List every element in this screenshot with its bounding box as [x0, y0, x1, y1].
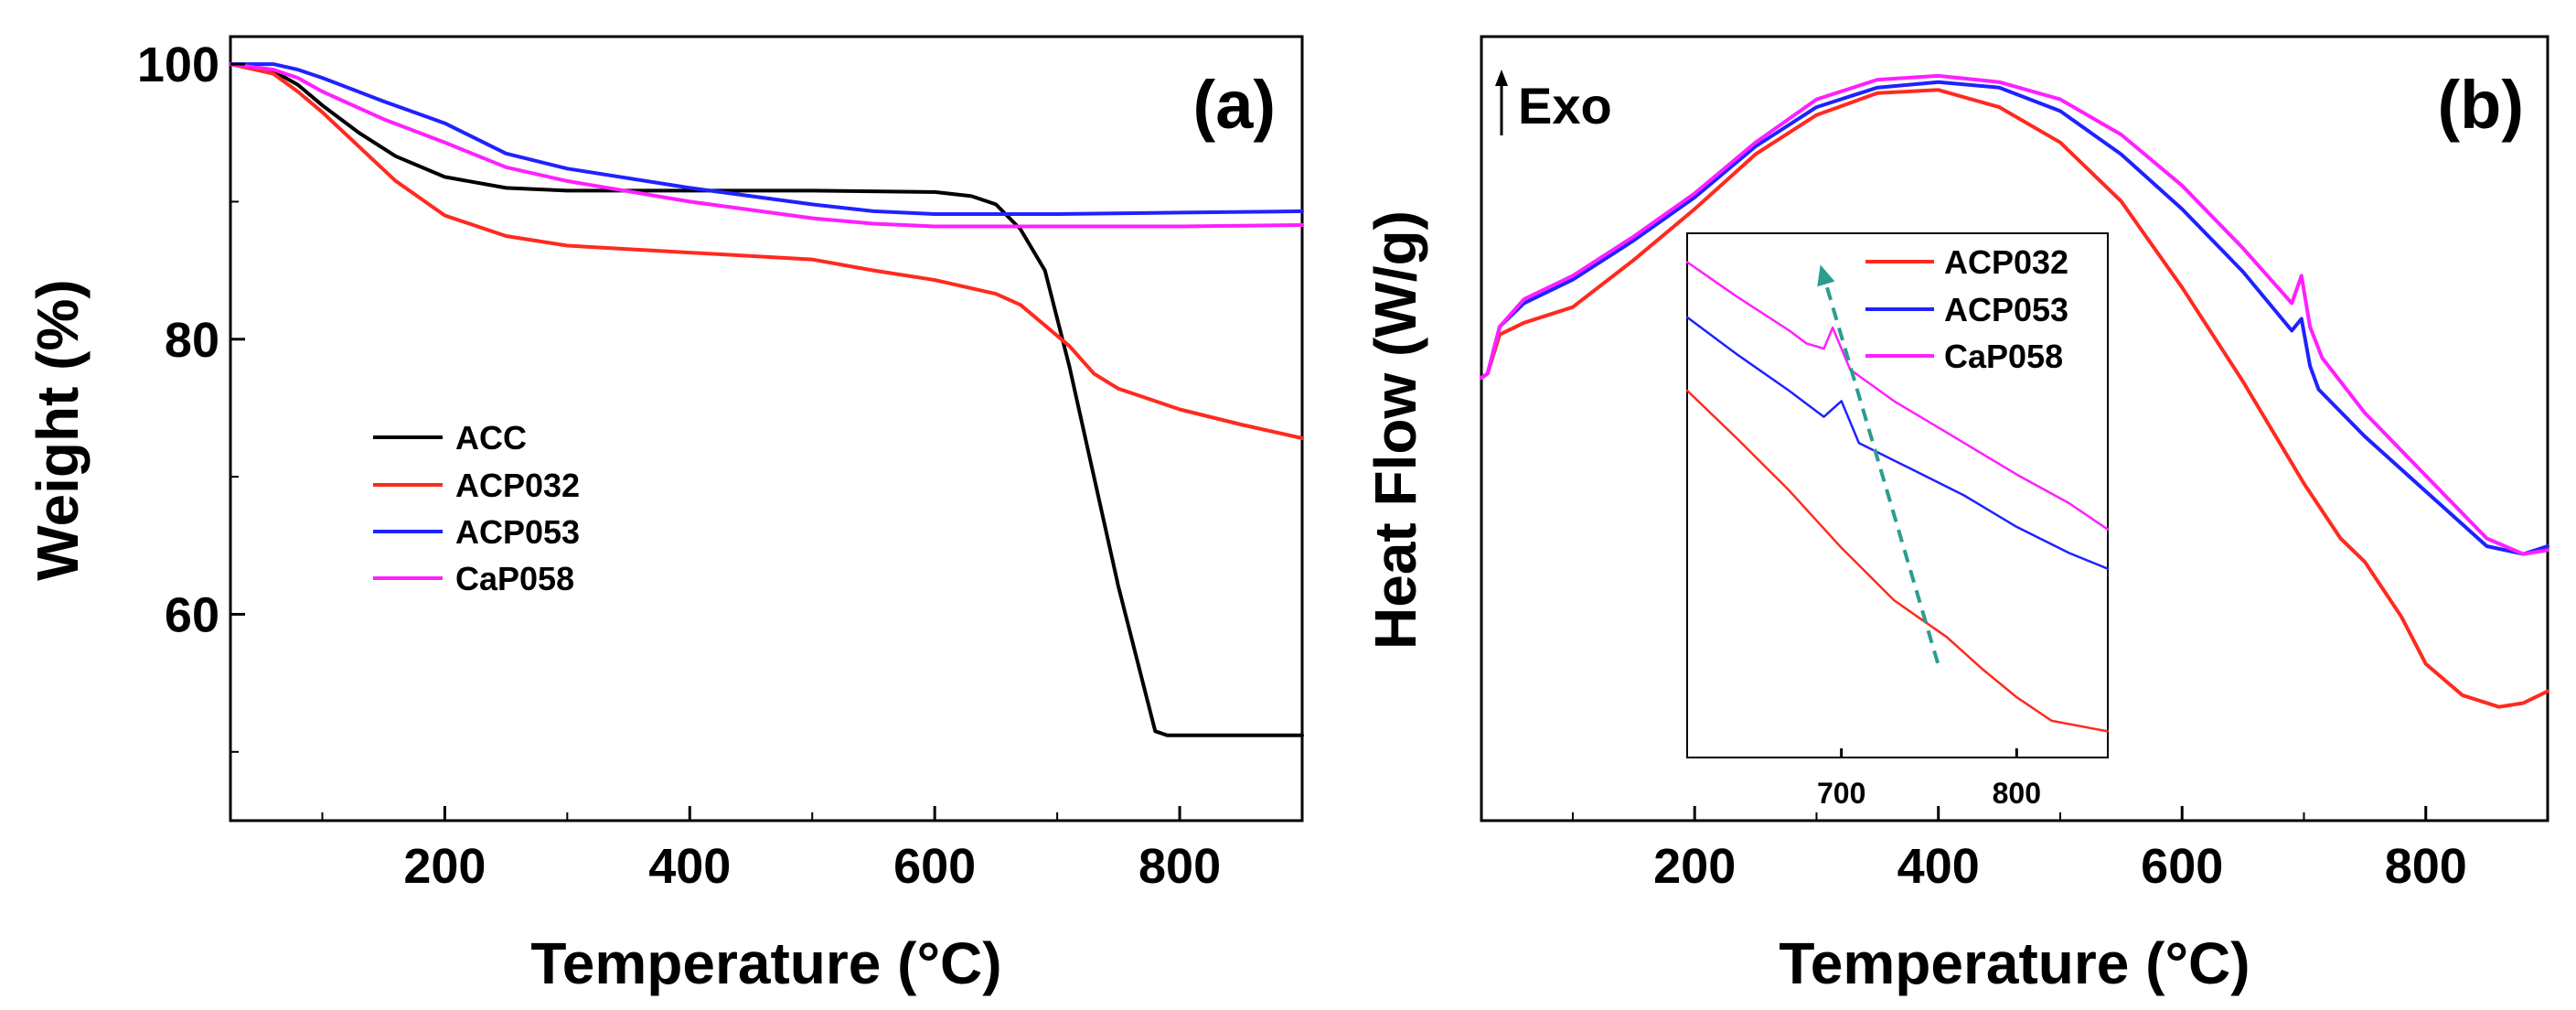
panel-b-x-tick-label: 200 [1653, 839, 1736, 894]
panel-a-y-axis-title: Weight (%) [25, 279, 91, 580]
inset-series-lines [1685, 261, 2110, 733]
panel-a-weight-chart: 200 400 600 800 60 80 100 (a) Temperature (°C)… [25, 35, 1304, 996]
panel-b-x-tick-label: 800 [2385, 839, 2467, 894]
panel-b-label: (b) [2438, 67, 2525, 143]
panel-a-x-tick-label: 600 [893, 839, 976, 894]
panel-b-series-cap058 [1480, 73, 2549, 556]
panel-a-y-tick-label: 60 [165, 587, 219, 642]
panel-a-plot-frame [229, 35, 1304, 822]
inset-tick-labels: 700 800 [1817, 777, 2041, 810]
panel-a-legend: ACC ACP032 ACP053 CaP058 [373, 419, 580, 597]
inset-x-tick-label: 700 [1817, 777, 1865, 810]
exo-arrowhead-icon [1495, 70, 1508, 86]
panel-b-series-acp032 [1480, 88, 2549, 709]
panel-b-tick-labels: 200 400 600 800 [1653, 839, 2467, 894]
panel-b-heatflow-chart: 200 400 600 800 (b) Exo Temperature (°C) He… [1363, 35, 2549, 996]
inset-trend-arrowhead-icon [1817, 264, 1835, 287]
inset-legend-label-acp032: ACP032 [1944, 243, 2068, 281]
panel-a-y-tick-label: 100 [137, 38, 219, 92]
legend-label-acc: ACC [455, 419, 527, 457]
inset-series-cap058 [1685, 261, 2110, 531]
panel-a-x-tick-label: 400 [648, 839, 731, 894]
legend-label-acp032: ACP032 [455, 467, 580, 504]
exo-label: Exo [1518, 77, 1612, 134]
panel-a-x-axis-title: Temperature (°C) [530, 930, 1001, 996]
panel-b-series-acp053 [1480, 80, 2549, 556]
panel-a-series-acp053 [229, 62, 1304, 216]
panel-a-x-tick-label: 800 [1138, 839, 1221, 894]
panel-a-series-lines [229, 62, 1304, 737]
panel-b-series-lines [1480, 73, 2549, 709]
panel-a-series-acc [229, 62, 1304, 737]
inset-legend-label-cap058: CaP058 [1944, 338, 2063, 375]
panel-b-x-axis-title: Temperature (°C) [1779, 930, 2250, 996]
panel-a-series-cap058 [229, 62, 1304, 229]
panel-b-y-axis-title: Heat Flow (W/g) [1363, 210, 1428, 650]
legend-label-acp053: ACP053 [455, 513, 580, 551]
panel-a-series-acp032 [229, 62, 1304, 440]
panel-a-ticks [230, 62, 1181, 821]
panel-b-x-tick-label: 600 [2141, 839, 2223, 894]
inset-trend-arrow [1823, 283, 1940, 664]
inset-zoom-chart: 700 800 ACP032 ACP053 CaP058 [1685, 232, 2110, 810]
legend-label-cap058: CaP058 [455, 560, 574, 597]
panel-a-y-tick-label: 80 [165, 313, 219, 368]
panel-b-x-tick-label: 400 [1897, 839, 1980, 894]
panel-a-x-tick-label: 200 [403, 839, 486, 894]
panel-a-label: (a) [1193, 67, 1276, 143]
inset-legend-label-acp053: ACP053 [1944, 291, 2068, 328]
inset-legend: ACP032 ACP053 CaP058 [1865, 243, 2068, 375]
panel-b-ticks [1571, 806, 2428, 821]
panel-a-tick-labels: 200 400 600 800 60 80 100 [137, 38, 1221, 894]
inset-series-acp053 [1685, 316, 2110, 570]
inset-series-acp032 [1685, 389, 2110, 733]
inset-frame [1686, 232, 2109, 758]
inset-ticks [1840, 748, 2018, 758]
inset-x-tick-label: 800 [1993, 777, 2041, 810]
panel-b-plot-frame [1480, 35, 2549, 822]
exo-annotation: Exo [1495, 70, 1612, 135]
